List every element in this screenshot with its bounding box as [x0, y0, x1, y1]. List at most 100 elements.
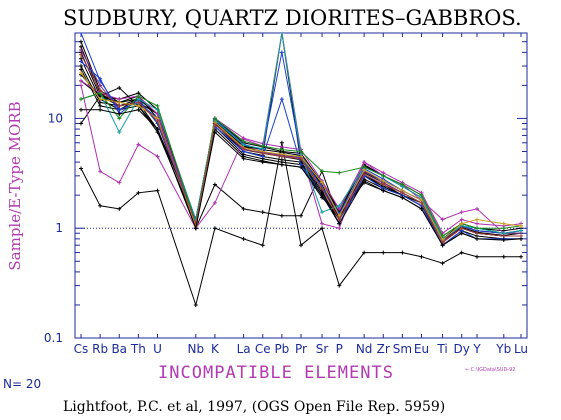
- data-point: [136, 107, 141, 112]
- data-point: [320, 221, 325, 226]
- series-line: [80, 92, 522, 237]
- x-tick-label: Rb: [92, 342, 108, 356]
- data-point: [155, 127, 160, 132]
- data-point: [98, 76, 103, 81]
- data-point: [475, 217, 479, 222]
- series-line: [80, 33, 522, 234]
- data-point: [400, 250, 405, 255]
- x-axis-ticks: Cs Rb Ba Th U Nb K La Ce Pb Pr Sr P Nd Zr Sm Eu Ti Dy Y Yb Lu: [74, 33, 528, 356]
- series-line: [80, 54, 521, 244]
- data-point: [79, 67, 83, 72]
- data-point: [117, 103, 122, 108]
- data-point: [501, 238, 506, 243]
- series-line: [80, 142, 521, 307]
- data-point: [79, 39, 83, 44]
- data-point: [299, 165, 303, 170]
- data-point: [362, 250, 367, 255]
- series-line: [81, 109, 522, 246]
- series-line: [80, 52, 522, 240]
- data-point: [362, 178, 367, 183]
- data-point: [117, 130, 122, 135]
- x-tick-label: Th: [130, 342, 146, 356]
- data-point: [440, 261, 445, 266]
- data-point: [98, 169, 103, 174]
- data-point: [279, 97, 284, 102]
- x-axis-label: INCOMPATIBLE ELEMENTS: [158, 363, 394, 383]
- data-point: [459, 217, 464, 222]
- data-point: [117, 180, 122, 185]
- data-point: [98, 88, 103, 93]
- x-tick-label: Yb: [495, 342, 511, 356]
- series-15: [79, 50, 523, 241]
- data-point: [241, 156, 246, 161]
- x-tick-label: Pr: [295, 342, 307, 356]
- data-point: [136, 94, 141, 99]
- data-point: [155, 103, 160, 108]
- data-point: [299, 213, 303, 218]
- file-reference: ← C:\IGData\SUD-92: [465, 367, 515, 373]
- series-line: [80, 41, 521, 240]
- data-point: [79, 166, 83, 171]
- data-point: [299, 243, 303, 248]
- data-point: [260, 243, 265, 248]
- data-point: [98, 107, 103, 112]
- data-point: [279, 162, 284, 167]
- x-tick-label: Ba: [111, 342, 127, 356]
- data-point: [212, 116, 217, 121]
- data-point: [475, 231, 479, 236]
- y-tick-label: 10: [48, 111, 63, 125]
- data-point: [337, 170, 342, 175]
- data-point: [400, 195, 405, 200]
- data-point: [381, 188, 386, 193]
- data-point: [241, 139, 246, 144]
- data-point: [459, 231, 464, 236]
- series-line: [80, 46, 521, 243]
- data-point: [79, 70, 83, 75]
- data-point: [79, 83, 83, 88]
- data-point: [419, 206, 424, 211]
- data-point: [519, 236, 523, 241]
- series-11: [79, 33, 523, 236]
- data-point: [260, 160, 265, 165]
- data-point: [320, 169, 325, 174]
- x-tick-label: P: [336, 342, 343, 356]
- data-point: [320, 210, 325, 215]
- sample-count: N= 20: [3, 377, 41, 391]
- data-point: [117, 107, 122, 112]
- data-point: [98, 203, 103, 208]
- data-point: [79, 48, 83, 53]
- data-point: [212, 200, 217, 205]
- x-tick-label: Nb: [187, 342, 204, 356]
- data-point: [440, 233, 445, 238]
- x-tick-label: Zr: [377, 342, 390, 356]
- data-point: [519, 223, 523, 228]
- data-point: [136, 100, 141, 105]
- data-point: [193, 302, 198, 307]
- data-point: [299, 156, 303, 161]
- data-point: [79, 33, 83, 35]
- data-point: [419, 193, 424, 198]
- series-line: [80, 33, 522, 240]
- data-point: [337, 217, 342, 222]
- data-point: [241, 236, 246, 241]
- data-point: [459, 210, 464, 215]
- data-point: [299, 149, 303, 154]
- data-point: [519, 228, 523, 233]
- data-point: [241, 146, 246, 151]
- y-axis-ticks: 0.1 1 10: [44, 32, 527, 345]
- data-point: [79, 107, 83, 112]
- data-point: [337, 203, 342, 208]
- data-point: [155, 188, 160, 193]
- data-point: [98, 97, 103, 102]
- data-point: [381, 182, 386, 187]
- data-point: [136, 190, 141, 195]
- series-20: [79, 107, 523, 248]
- data-point: [400, 190, 405, 195]
- x-tick-label: K: [211, 342, 220, 356]
- series-group: [79, 33, 523, 307]
- data-point: [501, 254, 506, 259]
- data-point: [279, 50, 284, 55]
- data-point: [381, 250, 386, 255]
- data-point: [117, 100, 122, 105]
- data-point: [79, 59, 83, 64]
